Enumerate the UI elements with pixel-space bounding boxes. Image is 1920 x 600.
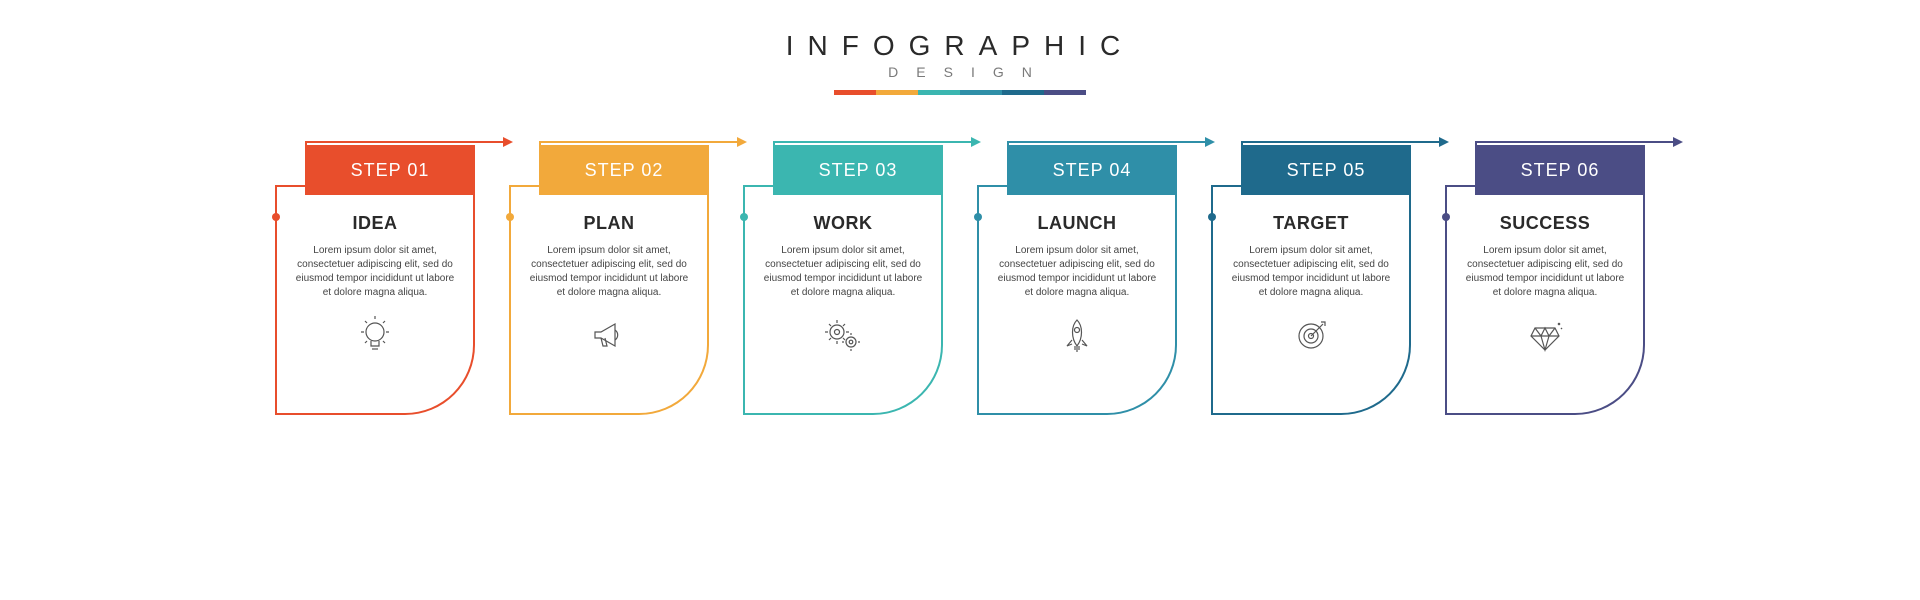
card-heading: WORK <box>759 213 927 234</box>
card-body: LAUNCH Lorem ipsum dolor sit amet, conse… <box>977 185 1177 415</box>
arrow-line <box>539 141 743 143</box>
step-card: STEP 02 PLAN Lorem ipsum dolor sit amet,… <box>509 145 709 415</box>
arrow-line <box>773 141 977 143</box>
infographic-container: INFOGRAPHIC DESIGN STEP 01 IDEA Lorem ip… <box>0 0 1920 600</box>
card-text: Lorem ipsum dolor sit amet, consectetuer… <box>1461 244 1629 300</box>
pin-dot-icon <box>506 213 514 221</box>
title-underline <box>834 90 1086 95</box>
card-border: WORK Lorem ipsum dolor sit amet, consect… <box>743 185 943 415</box>
card-top-edge <box>1213 185 1243 187</box>
megaphone-icon <box>525 314 693 358</box>
card-heading: SUCCESS <box>1461 213 1629 234</box>
pin-dot-icon <box>272 213 280 221</box>
card-text: Lorem ipsum dolor sit amet, consectetuer… <box>993 244 1161 300</box>
pin-dot-icon <box>1442 213 1450 221</box>
card-heading: LAUNCH <box>993 213 1161 234</box>
diamond-icon <box>1461 314 1629 358</box>
card-heading: PLAN <box>525 213 693 234</box>
arrow-line <box>1241 141 1445 143</box>
main-title: INFOGRAPHIC <box>786 30 1134 62</box>
card-top-edge <box>979 185 1009 187</box>
card-heading: TARGET <box>1227 213 1395 234</box>
card-border: SUCCESS Lorem ipsum dolor sit amet, cons… <box>1445 185 1645 415</box>
card-text: Lorem ipsum dolor sit amet, consectetuer… <box>759 244 927 300</box>
underline-segment <box>876 90 918 95</box>
card-text: Lorem ipsum dolor sit amet, consectetuer… <box>525 244 693 300</box>
pin-dot-icon <box>740 213 748 221</box>
card-top-edge <box>511 185 541 187</box>
card-heading: IDEA <box>291 213 459 234</box>
step-card: STEP 05 TARGET Lorem ipsum dolor sit ame… <box>1211 145 1411 415</box>
underline-segment <box>1002 90 1044 95</box>
card-body: WORK Lorem ipsum dolor sit amet, consect… <box>743 185 943 415</box>
card-body: IDEA Lorem ipsum dolor sit amet, consect… <box>275 185 475 415</box>
card-body: PLAN Lorem ipsum dolor sit amet, consect… <box>509 185 709 415</box>
rocket-icon <box>993 314 1161 358</box>
card-border: PLAN Lorem ipsum dolor sit amet, consect… <box>509 185 709 415</box>
step-label-box: STEP 05 <box>1241 145 1411 195</box>
pin-dot-icon <box>1208 213 1216 221</box>
step-label-box: STEP 04 <box>1007 145 1177 195</box>
step-label: STEP 04 <box>1053 160 1132 181</box>
pin-dot-icon <box>974 213 982 221</box>
underline-segment <box>960 90 1002 95</box>
card-body: SUCCESS Lorem ipsum dolor sit amet, cons… <box>1445 185 1645 415</box>
arrow-line <box>1007 141 1211 143</box>
arrow-line <box>1475 141 1679 143</box>
lightbulb-icon <box>291 314 459 358</box>
step-label: STEP 05 <box>1287 160 1366 181</box>
card-body: TARGET Lorem ipsum dolor sit amet, conse… <box>1211 185 1411 415</box>
step-label: STEP 06 <box>1521 160 1600 181</box>
step-label-box: STEP 02 <box>539 145 709 195</box>
step-label-box: STEP 03 <box>773 145 943 195</box>
card-top-edge <box>745 185 775 187</box>
arrow-head-icon <box>1673 137 1683 147</box>
underline-segment <box>918 90 960 95</box>
subtitle: DESIGN <box>870 64 1050 80</box>
step-card: STEP 06 SUCCESS Lorem ipsum dolor sit am… <box>1445 145 1645 415</box>
step-card: STEP 04 LAUNCH Lorem ipsum dolor sit ame… <box>977 145 1177 415</box>
target-icon <box>1227 314 1395 358</box>
step-label: STEP 01 <box>351 160 430 181</box>
steps-row: STEP 01 IDEA Lorem ipsum dolor sit amet,… <box>175 145 1745 415</box>
underline-segment <box>834 90 876 95</box>
card-text: Lorem ipsum dolor sit amet, consectetuer… <box>291 244 459 300</box>
arrow-line <box>305 141 509 143</box>
step-card: STEP 03 WORK Lorem ipsum dolor sit amet,… <box>743 145 943 415</box>
underline-segment <box>1044 90 1086 95</box>
step-label-box: STEP 01 <box>305 145 475 195</box>
card-border: TARGET Lorem ipsum dolor sit amet, conse… <box>1211 185 1411 415</box>
card-text: Lorem ipsum dolor sit amet, consectetuer… <box>1227 244 1395 300</box>
step-label: STEP 02 <box>585 160 664 181</box>
card-border: LAUNCH Lorem ipsum dolor sit amet, conse… <box>977 185 1177 415</box>
gears-icon <box>759 314 927 358</box>
step-card: STEP 01 IDEA Lorem ipsum dolor sit amet,… <box>275 145 475 415</box>
card-border: IDEA Lorem ipsum dolor sit amet, consect… <box>275 185 475 415</box>
card-top-edge <box>1447 185 1477 187</box>
step-label: STEP 03 <box>819 160 898 181</box>
step-label-box: STEP 06 <box>1475 145 1645 195</box>
card-top-edge <box>277 185 307 187</box>
